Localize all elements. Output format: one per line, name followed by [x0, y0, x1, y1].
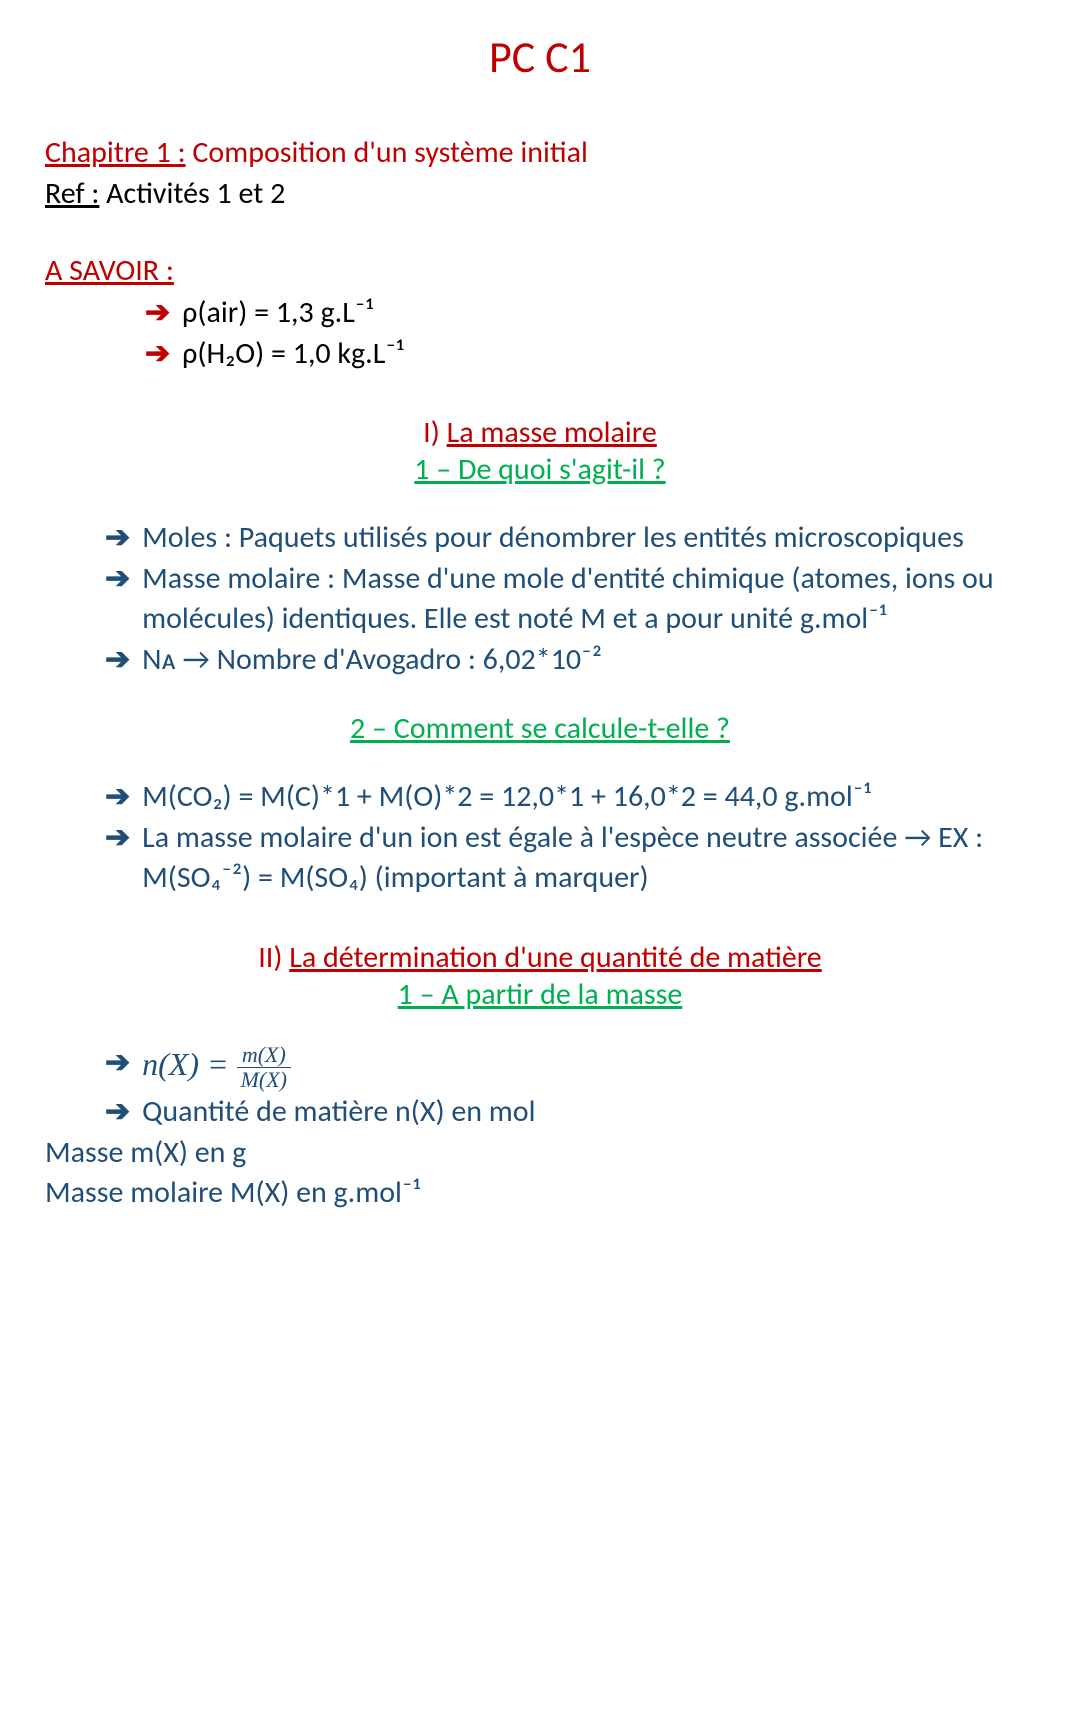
savoir-list: ➔ ρ(air) = 1,3 g.L⁻¹ ➔ ρ(H₂O) = 1,0 kg.L… — [145, 293, 1035, 374]
item-text: La masse molaire d'un ion est égale à l'… — [142, 818, 1035, 899]
sub-heading-1-2: 2 – Comment se calcule-t-elle ? — [45, 710, 1035, 747]
fraction-num: m(X) — [237, 1043, 291, 1068]
list-item: ➔ Masse molaire : Masse d'une mole d'ent… — [105, 559, 1035, 640]
arrow-icon: ➔ — [145, 334, 170, 375]
item-text: Moles : Paquets utilisés pour dénombrer … — [142, 518, 1035, 559]
page-title: PC C1 — [45, 30, 1035, 84]
section-title: La détermination d'une quantité de matiè… — [289, 939, 822, 976]
list-item: ➔ Nᴀ → Nombre d'Avogadro : 6,02*10⁻² — [105, 640, 1035, 681]
arrow-icon: ➔ — [145, 293, 170, 334]
section-2-heading: II) La détermination d'une quantité de m… — [45, 939, 1035, 976]
item-text: Masse molaire : Masse d'une mole d'entit… — [142, 559, 1035, 640]
item-text: Nᴀ → Nombre d'Avogadro : 6,02*10⁻² — [142, 640, 1035, 681]
list-item: ➔ ρ(air) = 1,3 g.L⁻¹ — [145, 293, 1035, 334]
arrow-icon: ➔ — [105, 818, 130, 859]
arrow-icon: ➔ — [105, 1043, 130, 1084]
section-2-1-list: ➔ n(X) = m(X)M(X) ➔ Quantité de matière … — [105, 1043, 1035, 1133]
arrow-icon: ➔ — [105, 559, 130, 600]
arrow-icon: ➔ — [105, 640, 130, 681]
arrow-icon: ➔ — [105, 1092, 130, 1133]
list-item: ➔ Quantité de matière n(X) en mol — [105, 1092, 1035, 1133]
section-num: II) — [258, 939, 289, 976]
list-item: ➔ Moles : Paquets utilisés pour dénombre… — [105, 518, 1035, 559]
ref-text: Activités 1 et 2 — [99, 175, 285, 212]
plain-line: Masse molaire M(X) en g.mol⁻¹ — [45, 1173, 1035, 1214]
section-1-2-list: ➔ M(CO₂) = M(C)*1 + M(O)*2 = 12,0*1 + 16… — [105, 777, 1035, 899]
item-text: ρ(H₂O) = 1,0 kg.L⁻¹ — [182, 334, 1035, 375]
ref-label: Ref : — [45, 175, 99, 212]
list-item: ➔ ρ(H₂O) = 1,0 kg.L⁻¹ — [145, 334, 1035, 375]
savoir-heading: A SAVOIR : — [45, 252, 1035, 289]
section-1-heading: I) La masse molaire — [45, 414, 1035, 451]
list-item: ➔ M(CO₂) = M(C)*1 + M(O)*2 = 12,0*1 + 16… — [105, 777, 1035, 818]
ref-line: Ref : Activités 1 et 2 — [45, 175, 1035, 212]
list-item: ➔ La masse molaire d'un ion est égale à … — [105, 818, 1035, 899]
plain-line: Masse m(X) en g — [45, 1133, 1035, 1174]
chapter-text: Composition d'un système initial — [186, 134, 588, 171]
list-item: ➔ n(X) = m(X)M(X) — [105, 1043, 1035, 1093]
item-text: Quantité de matière n(X) en mol — [142, 1092, 1035, 1133]
arrow-icon: ➔ — [105, 777, 130, 818]
chapter-line: Chapitre 1 : Composition d'un système in… — [45, 134, 1035, 171]
formula: n(X) = m(X)M(X) — [142, 1043, 1035, 1093]
section-title: La masse molaire — [447, 414, 657, 451]
sub-heading-2-1: 1 – A partir de la masse — [45, 976, 1035, 1013]
chapter-label: Chapitre 1 : — [45, 134, 186, 171]
item-text: M(CO₂) = M(C)*1 + M(O)*2 = 12,0*1 + 16,0… — [142, 777, 1035, 818]
section-1-1-list: ➔ Moles : Paquets utilisés pour dénombre… — [105, 518, 1035, 680]
formula-lhs: n(X) = — [142, 1046, 236, 1082]
arrow-icon: ➔ — [105, 518, 130, 559]
fraction-den: M(X) — [237, 1068, 291, 1092]
sub-heading-1-1: 1 – De quoi s'agit-il ? — [45, 451, 1035, 488]
section-num: I) — [423, 414, 446, 451]
fraction: m(X)M(X) — [237, 1043, 291, 1092]
item-text: ρ(air) = 1,3 g.L⁻¹ — [182, 293, 1035, 334]
